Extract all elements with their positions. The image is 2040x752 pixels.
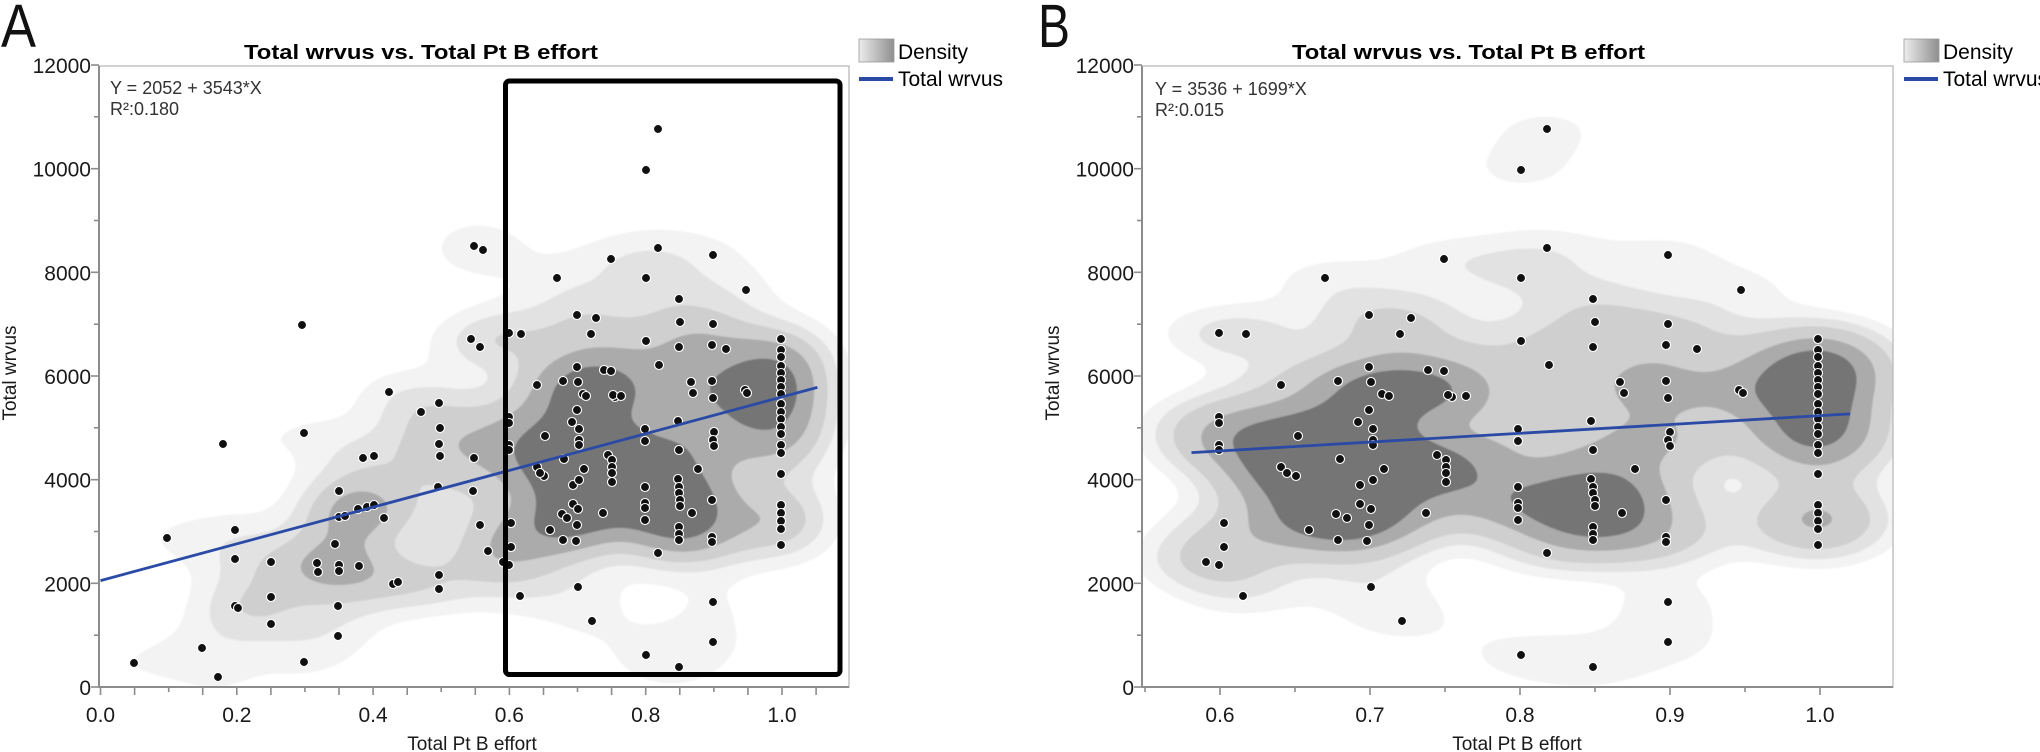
svg-text:10000: 10000 [1076, 159, 1134, 182]
svg-text:0.6: 0.6 [495, 704, 524, 727]
svg-text:Total wrvus: Total wrvus [0, 325, 21, 420]
svg-text:Total wrvus vs. Total Pt B eff: Total wrvus vs. Total Pt B effort [244, 42, 598, 64]
svg-text:2000: 2000 [1087, 573, 1134, 596]
svg-text:6000: 6000 [44, 366, 91, 389]
svg-text:12000: 12000 [33, 55, 91, 78]
svg-text:Y = 3536 + 1699*X: Y = 3536 + 1699*X [1155, 79, 1307, 99]
svg-text:0.8: 0.8 [1505, 704, 1534, 727]
svg-text:A: A [1, 0, 36, 60]
svg-text:2000: 2000 [44, 573, 91, 596]
svg-text:0.8: 0.8 [631, 704, 660, 727]
svg-text:Total Pt B effort: Total Pt B effort [407, 734, 537, 752]
svg-text:0: 0 [79, 677, 91, 700]
svg-text:6000: 6000 [1087, 366, 1134, 389]
svg-text:4000: 4000 [1087, 470, 1134, 493]
svg-text:0: 0 [1122, 677, 1134, 700]
svg-text:0.2: 0.2 [222, 704, 251, 727]
svg-text:Density: Density [898, 41, 969, 64]
svg-text:Y = 2052 + 3543*X: Y = 2052 + 3543*X [110, 78, 262, 98]
svg-text:10000: 10000 [33, 159, 91, 182]
svg-text:Total wrvus: Total wrvus [898, 68, 1003, 91]
svg-text:R²:0.015: R²:0.015 [1155, 100, 1224, 120]
svg-text:0.7: 0.7 [1355, 704, 1384, 727]
svg-text:0.6: 0.6 [1205, 704, 1234, 727]
svg-text:Total wrvus vs. Total Pt B eff: Total wrvus vs. Total Pt B effort [1292, 42, 1645, 64]
svg-text:0.9: 0.9 [1655, 704, 1684, 727]
svg-text:0.4: 0.4 [358, 704, 388, 727]
svg-text:Total wrvus: Total wrvus [1043, 325, 1064, 420]
svg-text:1.0: 1.0 [767, 704, 796, 727]
svg-text:B: B [1038, 0, 1070, 60]
svg-text:12000: 12000 [1076, 55, 1134, 78]
svg-text:R²:0.180: R²:0.180 [110, 99, 179, 119]
svg-text:Total wrvus: Total wrvus [1943, 68, 2040, 91]
svg-text:0.0: 0.0 [86, 704, 115, 727]
svg-text:Density: Density [1943, 41, 2014, 64]
svg-text:Total Pt B effort: Total Pt B effort [1452, 734, 1582, 752]
svg-text:8000: 8000 [1087, 262, 1134, 285]
svg-text:8000: 8000 [44, 262, 91, 285]
svg-text:1.0: 1.0 [1805, 704, 1834, 727]
svg-text:4000: 4000 [44, 470, 91, 493]
